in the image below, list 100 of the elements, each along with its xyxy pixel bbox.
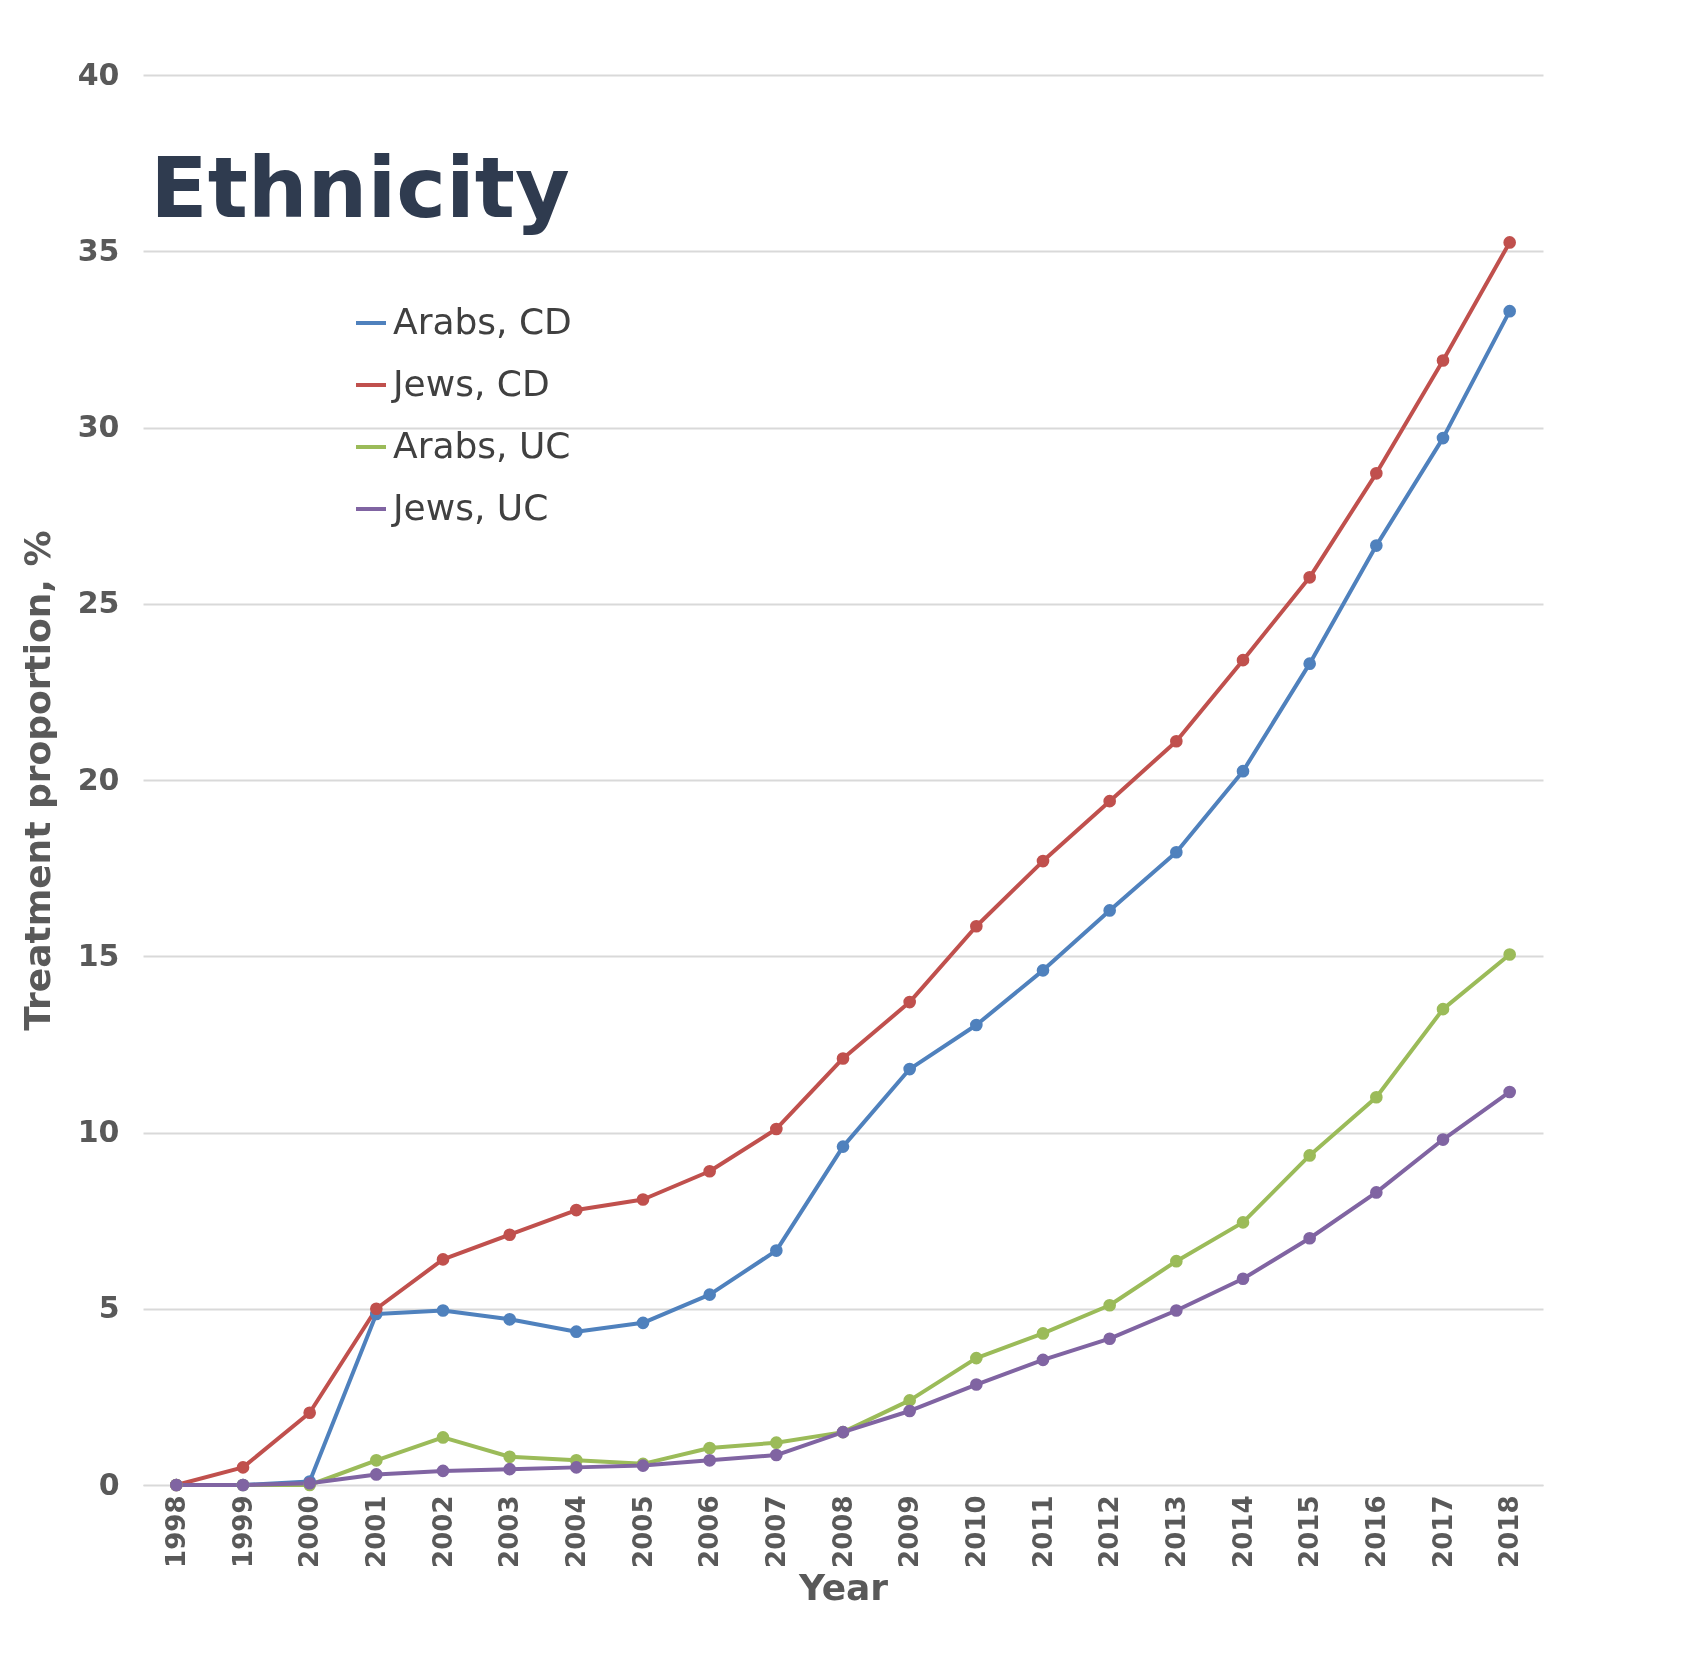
point xyxy=(636,1193,650,1206)
x-tick-label: 2016 xyxy=(1360,1495,1391,1568)
point xyxy=(1303,1231,1316,1245)
point xyxy=(703,1454,716,1467)
y-tick-label: 5 xyxy=(98,1290,120,1326)
x-tick-label: 2007 xyxy=(760,1495,791,1568)
x-tick-label: 2013 xyxy=(1160,1495,1191,1568)
point xyxy=(703,1288,716,1301)
point xyxy=(703,1441,716,1455)
text: Ethnicity xyxy=(150,139,570,237)
point xyxy=(1103,1332,1116,1346)
point xyxy=(1236,1272,1250,1286)
point xyxy=(1370,1186,1383,1199)
point xyxy=(1370,467,1383,480)
x-tick-label: 2000 xyxy=(294,1495,325,1568)
point xyxy=(903,1062,916,1076)
point xyxy=(236,1461,250,1474)
y-tick-label: 0 xyxy=(98,1466,120,1502)
y-axis-title: Treatment proportion, % xyxy=(16,530,58,1031)
y-tick-label: 15 xyxy=(77,937,120,973)
point xyxy=(1170,845,1183,859)
point xyxy=(903,995,916,1009)
point xyxy=(636,1316,650,1330)
x-tick-label: 2005 xyxy=(627,1495,658,1568)
point xyxy=(1436,1002,1450,1016)
point xyxy=(1370,539,1383,552)
point xyxy=(570,1461,583,1474)
legend-label: Arabs, CD xyxy=(393,301,572,342)
point xyxy=(503,1313,516,1326)
x-tick-label: 2011 xyxy=(1027,1495,1058,1568)
point xyxy=(703,1164,716,1178)
x-tick-label: 2006 xyxy=(694,1495,725,1568)
point xyxy=(436,1253,450,1266)
point xyxy=(770,1122,783,1136)
point xyxy=(1036,964,1050,977)
point xyxy=(1503,304,1516,318)
legend-label: Jews, UC xyxy=(391,487,549,528)
x-tick-label: 2017 xyxy=(1427,1495,1458,1568)
point xyxy=(1170,734,1183,748)
y-tick-label: 35 xyxy=(77,232,120,268)
x-tick-label: 2004 xyxy=(560,1495,591,1568)
point xyxy=(1436,1133,1450,1146)
point xyxy=(1303,1149,1316,1162)
point xyxy=(1103,1298,1116,1312)
point xyxy=(1036,854,1050,868)
point xyxy=(1103,794,1116,808)
point xyxy=(1503,236,1516,249)
point xyxy=(1236,764,1250,778)
legend-label: Jews, CD xyxy=(391,363,550,404)
point xyxy=(1236,1216,1250,1229)
point xyxy=(836,1140,850,1153)
x-tick-label: 2009 xyxy=(894,1495,925,1568)
point xyxy=(1303,571,1316,584)
point xyxy=(903,1404,916,1418)
point xyxy=(303,1406,316,1420)
point xyxy=(770,1244,783,1257)
x-tick-label: 2001 xyxy=(360,1495,391,1568)
x-tick-label: 2008 xyxy=(827,1495,858,1568)
point xyxy=(1236,653,1250,667)
point xyxy=(370,1468,383,1481)
point xyxy=(1436,431,1450,445)
point xyxy=(1436,354,1450,367)
point xyxy=(1103,904,1116,917)
y-tick-label: 40 xyxy=(77,56,120,92)
point xyxy=(970,919,983,933)
point xyxy=(436,1431,450,1444)
point xyxy=(503,1450,516,1464)
point xyxy=(570,1203,583,1217)
x-tick-label: 2012 xyxy=(1094,1495,1125,1568)
point xyxy=(1036,1327,1050,1340)
x-tick-label: 2018 xyxy=(1494,1495,1525,1568)
y-tick-label: 25 xyxy=(77,585,120,621)
legend-label: Arabs, UC xyxy=(393,425,571,466)
point xyxy=(970,1018,983,1032)
point xyxy=(1303,657,1316,670)
y-tick-label: 30 xyxy=(77,409,120,444)
point xyxy=(503,1462,516,1476)
point xyxy=(970,1378,983,1391)
x-tick-label: 2002 xyxy=(427,1495,458,1568)
x-tick-label: 2010 xyxy=(960,1495,991,1568)
point xyxy=(570,1325,583,1338)
x-tick-label: 2014 xyxy=(1227,1495,1258,1568)
point xyxy=(370,1454,383,1467)
point xyxy=(436,1304,450,1317)
point xyxy=(1036,1353,1050,1367)
point xyxy=(903,1394,916,1407)
point xyxy=(1503,948,1516,961)
point xyxy=(770,1448,783,1462)
point xyxy=(770,1436,783,1450)
point xyxy=(836,1052,850,1065)
point xyxy=(1170,1304,1183,1317)
x-tick-label: 1999 xyxy=(227,1495,258,1568)
point xyxy=(1170,1254,1183,1268)
point xyxy=(1370,1090,1383,1104)
point xyxy=(503,1228,516,1242)
x-tick-label: 2003 xyxy=(494,1495,525,1568)
point xyxy=(370,1302,383,1316)
y-tick-label: 10 xyxy=(77,1114,120,1149)
point xyxy=(970,1351,983,1365)
x-tick-label: 2015 xyxy=(1294,1495,1325,1568)
